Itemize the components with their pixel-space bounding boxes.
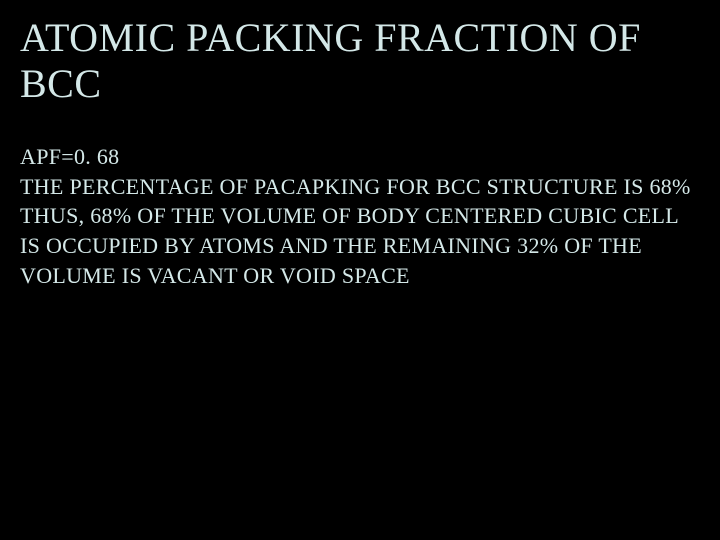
slide-body: APF=0. 68 THE PERCENTAGE OF PACAPKING FO… (20, 142, 700, 290)
body-line-2: THE PERCENTAGE OF PACAPKING FOR BCC STRU… (20, 172, 700, 202)
body-line-3: THUS, 68% OF THE VOLUME OF BODY CENTERED… (20, 201, 700, 290)
slide-title: ATOMIC PACKING FRACTION OF BCC (20, 15, 700, 107)
body-line-1: APF=0. 68 (20, 142, 700, 172)
